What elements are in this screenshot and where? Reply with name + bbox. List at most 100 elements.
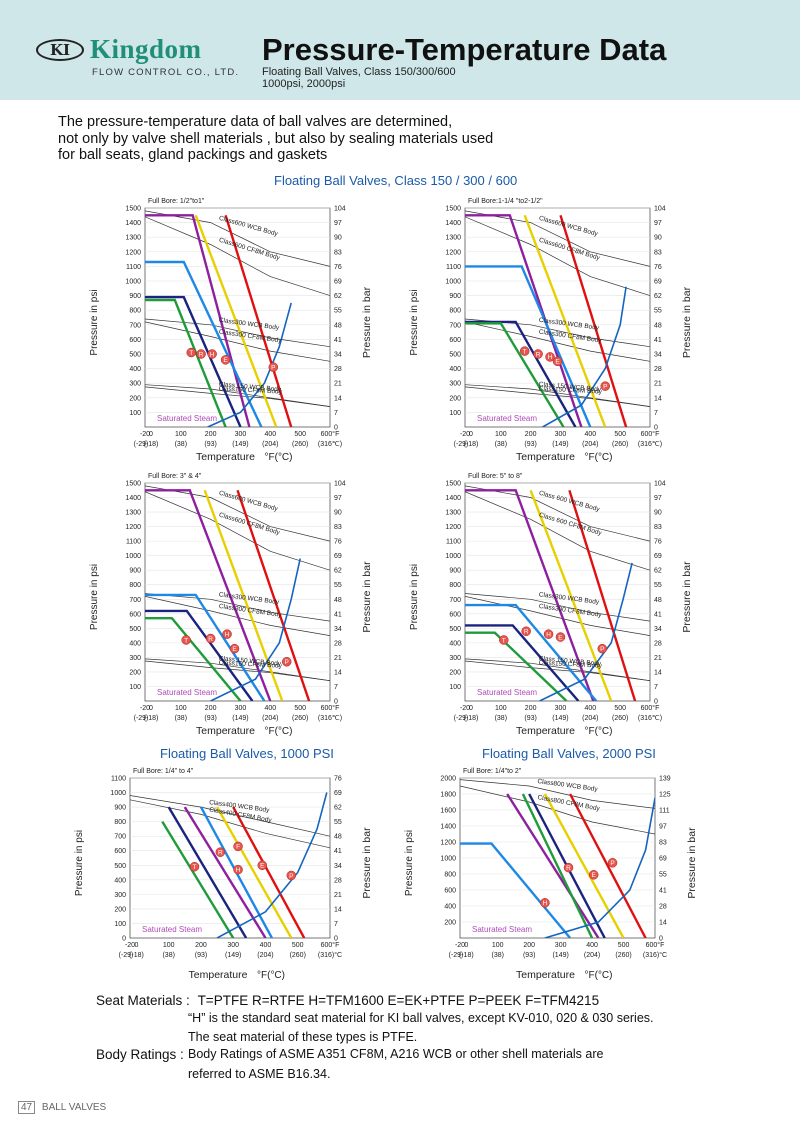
y-tick-label: 700 xyxy=(129,322,141,329)
y-tick-label: 500 xyxy=(114,863,126,870)
y-tick-label: 1400 xyxy=(445,495,461,502)
x-tick-label: 100 xyxy=(495,705,507,712)
body-rating-line xyxy=(145,596,330,636)
y2-tick-label: 34 xyxy=(334,626,342,633)
pressure-temperature-charts: 1500140013001200110010009008007006005004… xyxy=(74,198,698,981)
y-tick-label: 300 xyxy=(129,655,141,662)
x-tick-label-celsius: (204) xyxy=(582,441,598,448)
y2-tick-label: 34 xyxy=(334,863,342,870)
y2-tick-label: 97 xyxy=(659,824,667,831)
y2-tick-label: 90 xyxy=(334,510,342,517)
saturated-steam-label: Saturated Steam xyxy=(477,414,537,423)
seat-marker-letter: H xyxy=(210,351,215,358)
seat-marker-T xyxy=(499,635,509,645)
seat-line-F xyxy=(465,214,583,427)
seat-line-F xyxy=(145,214,251,427)
y2-tick-label: 21 xyxy=(654,381,662,388)
y2-tick-label: 69 xyxy=(334,790,342,797)
y2-tick-label: 48 xyxy=(654,597,662,604)
y-tick-label: 500 xyxy=(449,352,461,359)
x-tick-label: -20 xyxy=(460,431,470,438)
y-tick-label: 500 xyxy=(129,352,141,359)
seat-line-R xyxy=(167,806,248,938)
y-tick-label: 300 xyxy=(449,655,461,662)
seat-line-P xyxy=(232,806,306,938)
y-tick-label: 800 xyxy=(444,872,456,879)
x-tick-label: 0 xyxy=(134,942,138,949)
y2-tick-label: 55 xyxy=(334,819,342,826)
y2-tick-label: 28 xyxy=(654,640,662,647)
seat-marker-H xyxy=(233,864,243,875)
y-tick-label: 200 xyxy=(449,395,461,402)
y2-axis-title: Pressure in bar xyxy=(361,286,373,358)
body-rating-label: Class150 CF8M Body xyxy=(219,660,283,670)
y-tick-label: 600 xyxy=(449,337,461,344)
chart-5: 1100100090080070060050040030020010007669… xyxy=(74,768,373,981)
seat-line-T xyxy=(521,793,594,938)
logo-subtitle: FLOW CONTROL CO., LTD. xyxy=(92,67,240,78)
y-tick-label: 800 xyxy=(449,582,461,589)
y2-tick-label: 21 xyxy=(654,655,662,662)
intro-line: not only by valve shell materials , but … xyxy=(58,130,494,147)
saturated-steam-label: Saturated Steam xyxy=(157,414,217,423)
seat-line-R xyxy=(145,295,242,427)
y-tick-label: 400 xyxy=(449,640,461,647)
seat-line-H xyxy=(465,265,592,427)
y-tick-label: 800 xyxy=(449,308,461,315)
x-tick-label-celsius: (-18) xyxy=(129,952,144,959)
seat-marker-P xyxy=(286,870,297,881)
seat-marker-E xyxy=(552,356,563,367)
seat-marker-H xyxy=(540,898,550,908)
x-tick-label-celsius: (38) xyxy=(495,715,507,722)
seat-line-E xyxy=(216,806,293,938)
seat-line-H xyxy=(145,260,263,427)
y2-tick-label: 83 xyxy=(334,524,342,531)
y2-tick-label: 14 xyxy=(334,906,342,913)
full-bore-label: Full Bore: 1/2"to1" xyxy=(148,198,205,205)
x-tick-label-celsius: (149) xyxy=(552,715,568,722)
y-tick-label: 1000 xyxy=(445,279,461,286)
seat-line-T xyxy=(145,617,242,701)
y-tick-label: 1100 xyxy=(126,264,141,271)
body-rating-line xyxy=(465,660,650,682)
y-tick-label: 1200 xyxy=(125,249,141,256)
x-tick-label: 100 xyxy=(495,431,507,438)
seat-marker-letter: R xyxy=(524,629,529,636)
y2-tick-label: 90 xyxy=(334,235,342,242)
seat-marker-T xyxy=(181,635,191,645)
logo-name: Kingdom xyxy=(90,34,202,64)
seat-line-R xyxy=(145,609,254,701)
body-rating-line xyxy=(465,386,650,407)
y-tick-label: 200 xyxy=(449,669,461,676)
seat-materials-list: T=PTFE R=RTFE H=TFM1600 E=EK+PTFE P=PEEK… xyxy=(197,993,600,1008)
seat-marker-letter: H xyxy=(546,631,551,638)
seat-line-E xyxy=(523,214,607,427)
seat-line-E xyxy=(543,793,625,938)
seat-marker-letter: P xyxy=(600,646,604,653)
y-tick-label: 900 xyxy=(449,293,461,300)
saturated-steam-curve xyxy=(544,797,655,938)
y-tick-label: 1000 xyxy=(125,279,141,286)
seat-marker-letter: E xyxy=(223,357,228,364)
body-rating-line xyxy=(465,321,650,362)
y-tick-label: 100 xyxy=(449,684,461,691)
y2-tick-label: 28 xyxy=(654,366,662,373)
y2-tick-label: 55 xyxy=(334,308,342,315)
intro-line: The pressure-temperature data of ball va… xyxy=(58,114,453,130)
body-rating-line xyxy=(465,658,650,682)
x-tick-label: 500 xyxy=(614,431,626,438)
y2-tick-label: 55 xyxy=(659,872,667,879)
y2-tick-label: 28 xyxy=(334,877,342,884)
y-tick-label: 100 xyxy=(129,684,141,691)
x-axis-unit: °F(°C) xyxy=(265,452,293,463)
body-rating-line xyxy=(130,795,330,837)
y-tick-label: 1500 xyxy=(445,206,461,213)
y2-tick-label: 83 xyxy=(654,524,662,531)
y2-tick-label: 0 xyxy=(334,936,338,943)
y-tick-label: 700 xyxy=(449,597,461,604)
seat-marker-T xyxy=(519,346,530,356)
y2-tick-label: 28 xyxy=(334,366,342,373)
x-tick-label: 400 xyxy=(584,705,596,712)
seat-marker-R xyxy=(563,862,574,873)
y2-tick-label: 139 xyxy=(659,776,671,783)
